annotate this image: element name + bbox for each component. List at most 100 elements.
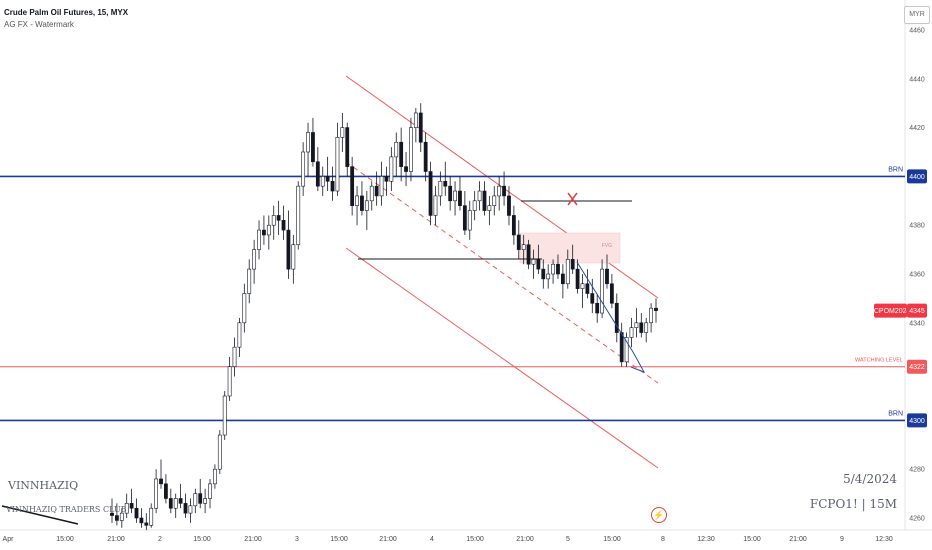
svg-text:FCPOM2024: FCPOM2024	[870, 308, 911, 315]
candle	[320, 166, 325, 196]
candle	[472, 191, 477, 221]
candle	[237, 317, 242, 357]
time-tick: 15:00	[466, 536, 484, 543]
candle	[428, 161, 433, 226]
time-tick: 3	[295, 536, 299, 543]
candle	[644, 317, 649, 343]
candle	[448, 176, 453, 211]
candle	[462, 191, 467, 235]
price-tick: 4360	[909, 272, 925, 279]
price-tick: 4460	[909, 28, 925, 35]
candle	[115, 503, 119, 526]
price-tick: 4340	[909, 320, 925, 327]
candle	[315, 147, 320, 192]
candle	[266, 215, 271, 250]
price-tick: 4260	[909, 516, 925, 523]
candle	[198, 478, 203, 509]
time-tick: 15:00	[56, 536, 74, 543]
time-tick: 8	[661, 536, 665, 543]
flash-icon[interactable]: ⚡	[651, 507, 667, 523]
candle	[438, 171, 443, 206]
candle	[433, 186, 438, 226]
candle	[654, 298, 658, 323]
candle	[139, 508, 144, 528]
candle	[374, 171, 379, 206]
candle	[521, 234, 526, 265]
candle	[551, 259, 555, 284]
candle	[399, 127, 404, 182]
candle	[134, 498, 139, 523]
currency-selector[interactable]: MYR	[904, 6, 930, 24]
candle	[330, 166, 335, 201]
candle	[276, 200, 281, 235]
watermark-symbol: FCPO1! | 15M	[810, 497, 897, 511]
projection-path[interactable]	[576, 261, 646, 373]
candle	[467, 200, 472, 240]
candle	[605, 254, 609, 289]
candle	[281, 205, 286, 240]
candle	[183, 493, 188, 518]
candle	[541, 259, 546, 289]
candle	[413, 108, 418, 143]
svg-text:4300: 4300	[909, 418, 925, 425]
watermark-date: 5/4/2024	[843, 472, 897, 486]
time-tick: 12:30	[875, 536, 893, 543]
candle	[222, 391, 227, 440]
chart-subtitle: AG FX - Watermark	[4, 20, 74, 29]
candle	[291, 234, 296, 284]
candle	[502, 171, 506, 206]
time-tick: Apr	[3, 536, 15, 543]
time-axis[interactable]: Apr 15:00 21:00 2 15:00 21:00 3 15:00 21:00 4 15:0…	[3, 536, 893, 543]
candle	[389, 147, 394, 192]
invalid-cross-icon	[567, 192, 578, 206]
candle	[168, 488, 173, 514]
candle	[340, 112, 345, 152]
candle	[531, 249, 536, 279]
svg-text:4345: 4345	[909, 308, 925, 315]
candle	[511, 205, 516, 245]
time-tick: 21:00	[107, 536, 125, 543]
candle	[311, 117, 315, 167]
channel-midline[interactable]	[345, 161, 659, 384]
watching-label: WATCHING LEVEL	[855, 358, 903, 364]
price-axis[interactable]: 4400 4300 4322 4460 4440 4420 4380 4360 4340 4280…	[870, 28, 927, 523]
candle	[173, 493, 178, 518]
candle	[124, 493, 129, 518]
candle	[516, 220, 521, 260]
candle	[178, 483, 183, 509]
club-label: VINNHAZIQ TRADERS CLUB	[5, 505, 127, 514]
candle	[639, 313, 644, 338]
svg-text:4322: 4322	[909, 364, 925, 371]
candle	[119, 508, 124, 528]
candle	[345, 122, 350, 177]
time-tick: 15:00	[603, 536, 621, 543]
channel-lower-line[interactable]	[345, 247, 659, 469]
brn-upper-price-tag: 4400	[907, 169, 927, 184]
candle	[144, 513, 149, 531]
brn-lower-label: BRN	[888, 410, 903, 417]
author-label: VINNHAZIQ	[7, 479, 78, 492]
candle	[629, 317, 634, 348]
candle	[590, 278, 595, 314]
candle	[536, 244, 541, 274]
candle	[497, 176, 502, 211]
candle	[570, 244, 575, 274]
candle	[634, 308, 639, 338]
candle	[565, 249, 570, 289]
candle	[379, 161, 384, 206]
candle	[507, 186, 511, 226]
candle	[487, 195, 492, 226]
candles	[110, 103, 658, 531]
price-tick: 4420	[909, 125, 925, 132]
candle	[301, 142, 306, 196]
candle	[600, 259, 604, 318]
candle	[418, 103, 423, 152]
candle	[286, 210, 291, 279]
candle	[585, 269, 590, 299]
candle	[526, 239, 531, 270]
candle	[614, 293, 619, 343]
candle	[193, 488, 198, 514]
time-tick: 15:00	[330, 536, 348, 543]
candle	[453, 181, 457, 216]
